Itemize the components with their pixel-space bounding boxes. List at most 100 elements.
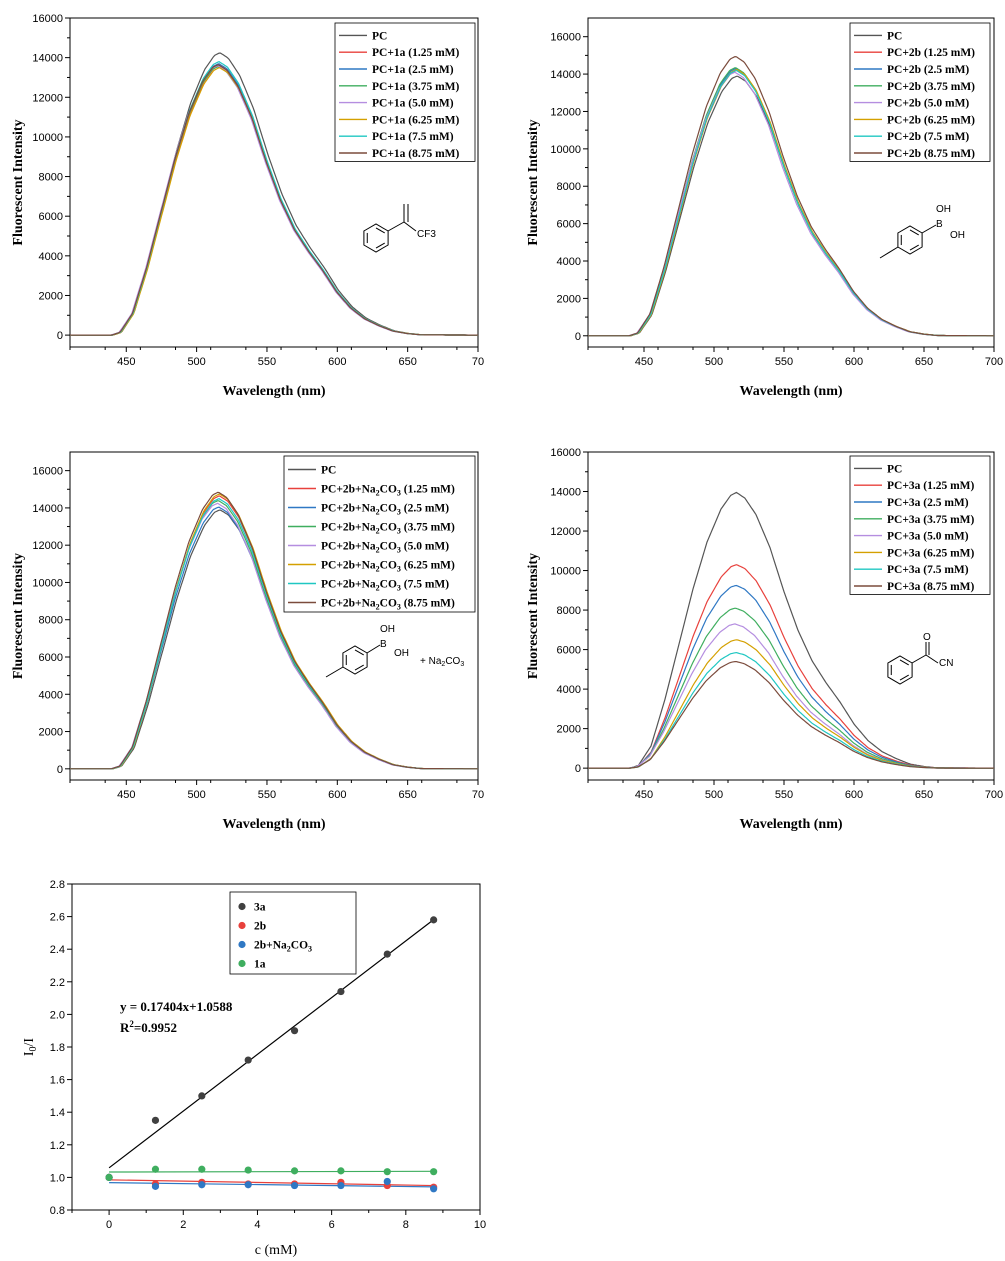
- molecule-2b: OH B OH: [879, 204, 965, 259]
- data-point-2: [430, 1185, 438, 1193]
- legend-box: [849, 22, 991, 162]
- molecule-label-cf3: CF3: [417, 229, 436, 240]
- legend-marker-2: [238, 940, 246, 949]
- plot-frame: [587, 17, 995, 348]
- y-tick-label: 16000: [550, 32, 581, 44]
- molecule-3a: O CN: [887, 632, 953, 685]
- y-tick-label: 16000: [32, 13, 63, 25]
- y-tick-label: 6000: [557, 645, 581, 657]
- data-point-3: [383, 1168, 391, 1176]
- legend-label-0: PC: [372, 30, 387, 42]
- data-point-2: [337, 1181, 345, 1190]
- y-tick-label: 10000: [32, 132, 63, 144]
- molecule-label-cn: CN: [939, 658, 953, 669]
- x-tick-label: 700: [985, 789, 1003, 801]
- x-axis-label: Wavelength (nm): [222, 817, 325, 832]
- y-tick-label: 2000: [557, 293, 581, 305]
- x-tick-label: 450: [635, 789, 653, 801]
- legend-label-4: PC+2b+Na2CO3 (5.0 mM): [321, 541, 449, 555]
- x-tick-label: 450: [117, 789, 135, 801]
- y-tick-label: 0: [575, 763, 581, 775]
- y-tick-label: 12000: [550, 106, 581, 118]
- molecule-2b-na2co3: OH B OH + Na2CO3: [325, 624, 464, 678]
- x-tick-label: 500: [705, 789, 723, 801]
- x-tick-label: 500: [705, 356, 723, 368]
- panel-p1: 450 500 550 600 650 7002000400060008000100001…: [11, 13, 484, 399]
- y-tick-label: 0: [57, 764, 63, 776]
- legend-label-1: PC+1a (1.25 mM): [372, 47, 460, 59]
- x-axis-label: c (mM): [255, 1243, 298, 1258]
- y-tick-label: 16000: [550, 447, 581, 459]
- molecule-label-na2co3: + Na2CO3: [420, 656, 464, 668]
- data-point-0: [383, 950, 391, 958]
- y-tick-label: 6000: [39, 211, 63, 223]
- x-tick-label: 70: [472, 789, 484, 801]
- molecule-label-b: B: [380, 639, 387, 650]
- data-point-2: [244, 1181, 252, 1189]
- data-point-2: [383, 1177, 391, 1186]
- data-point-3: [244, 1166, 252, 1174]
- legend-label-2: 2b+Na2CO3: [254, 940, 312, 954]
- x-tick-label: 550: [258, 789, 276, 801]
- x-tick-label: 600: [328, 356, 346, 368]
- y-tick-label: 2000: [39, 727, 63, 739]
- molecule-label-oh2: OH: [950, 230, 965, 241]
- x-tick-label: 500: [187, 356, 205, 368]
- benzene-ring-1a-double-bond: [375, 242, 385, 249]
- x-tick-label: 450: [117, 356, 135, 368]
- y-axis-label: Fluorescent Intensity: [11, 553, 26, 679]
- legend-marker-0: [238, 902, 246, 911]
- series-line-7: [588, 661, 994, 769]
- series-line-1: [588, 564, 994, 769]
- x-axis-label: Wavelength (nm): [739, 817, 842, 832]
- molecule-label-b: B: [936, 219, 943, 230]
- x-tick-label: 70: [472, 356, 484, 368]
- y-tick-label: 2.0: [50, 1009, 65, 1021]
- data-point-3: [337, 1167, 345, 1175]
- x-tick-label: 450: [635, 356, 653, 368]
- legend-label-3: 1a: [254, 959, 266, 971]
- x-tick-label: 600: [845, 789, 863, 801]
- legend-label-3: PC+2b (3.75 mM): [887, 81, 975, 93]
- y-tick-label: 6000: [557, 219, 581, 231]
- legend-label-5: PC+1a (6.25 mM): [372, 114, 460, 126]
- x-tick-label: 10: [474, 1219, 486, 1231]
- legend-label-0: PC: [887, 463, 902, 475]
- y-tick-label: 14000: [550, 69, 581, 81]
- legend-label-7: PC+2b (8.75 mM): [887, 148, 975, 160]
- series-line-7: [70, 491, 478, 770]
- x-tick-label: 0: [106, 1219, 112, 1231]
- data-point-2: [198, 1181, 206, 1189]
- molecule-label-oh: OH: [936, 204, 951, 215]
- y-tick-label: 8000: [557, 181, 581, 193]
- y-tick-label: 2.8: [50, 879, 65, 891]
- x-tick-label: 8: [403, 1219, 409, 1231]
- series-line-4: [588, 623, 994, 769]
- data-point-0: [244, 1056, 252, 1064]
- benzene-ring-3a-double-bond: [899, 674, 909, 681]
- x-tick-label: 600: [845, 356, 863, 368]
- data-point-3: [105, 1173, 113, 1181]
- plot-frame: [69, 17, 479, 348]
- legend-label-6: PC+2b+Na2CO3 (7.5 mM): [321, 579, 449, 593]
- x-axis-label: Wavelength (nm): [222, 384, 325, 399]
- y-axis-label: Fluorescent Intensity: [11, 119, 26, 245]
- y-tick-label: 0: [57, 330, 63, 342]
- legend-label-5: PC+2b+Na2CO3 (6.25 mM): [321, 560, 455, 574]
- panel-p3: 450 500 550 600 650 7002000400060008000100001…: [11, 451, 484, 832]
- y-tick-label: 2000: [39, 290, 63, 302]
- y-tick-label: 14000: [32, 503, 63, 515]
- legend-label-5: PC+3a (6.25 mM): [887, 547, 975, 559]
- y-tick-label: 4000: [557, 256, 581, 268]
- legend-label-2: PC+2b (2.5 mM): [887, 64, 969, 76]
- benzene-ring-3a-double-bond: [899, 659, 909, 666]
- fit-line-0: [108, 919, 435, 1169]
- data-point-2: [290, 1181, 299, 1190]
- y-tick-label: 0.8: [50, 1205, 65, 1217]
- legend-label-3: PC+1a (3.75 mM): [372, 81, 460, 93]
- y-tick-label: 1.4: [50, 1107, 65, 1119]
- y-tick-label: 12000: [550, 526, 581, 538]
- molecule-1a: CF3: [363, 204, 436, 253]
- y-tick-label: 16000: [32, 466, 63, 478]
- x-tick-label: 650: [398, 356, 416, 368]
